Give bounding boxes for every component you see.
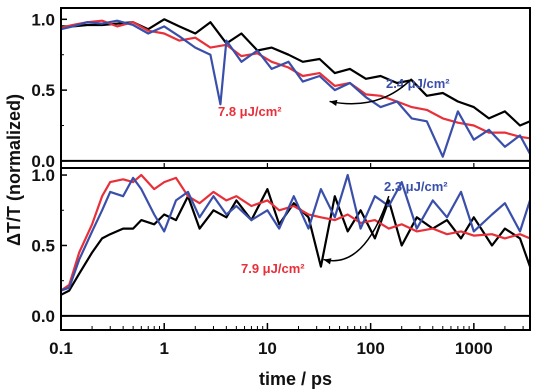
trend-arrow-head <box>323 258 332 265</box>
series-line-blue <box>61 19 530 158</box>
y-tick-label: 0.0 <box>31 152 55 171</box>
y-tick-label: 0.5 <box>31 236 55 255</box>
y-tick-label: 0.5 <box>31 81 55 100</box>
x-tick-label: 10 <box>258 339 277 358</box>
trend-arrow <box>329 78 413 105</box>
x-tick-label: 1 <box>159 339 168 358</box>
panel-frame <box>60 167 531 331</box>
panel-frame <box>60 7 531 169</box>
panel-1-plot <box>61 18 530 162</box>
series-line-black <box>61 188 530 296</box>
x-axis-title: time / ps <box>259 369 332 389</box>
series-line-red <box>61 19 530 140</box>
series-line-blue <box>61 173 530 292</box>
x-tick-label: 100 <box>356 339 384 358</box>
y-tick-label: 1.0 <box>31 10 55 29</box>
series-annotation: 7.9 μJ/cm² <box>241 261 305 276</box>
x-tick-label: 0.1 <box>49 339 73 358</box>
y-tick-label: 1.0 <box>31 166 55 185</box>
series-annotation: 7.8 μJ/cm² <box>218 104 282 119</box>
trend-arrow <box>323 195 390 262</box>
panel-2-plot <box>61 173 530 317</box>
y-axis-title: ΔT/T (normalized) <box>4 94 24 246</box>
y-tick-label: 0.0 <box>31 307 55 326</box>
trend-arrow-head <box>329 99 338 106</box>
x-tick-label: 1000 <box>455 339 493 358</box>
series-annotation: 2.4 μJ/cm² <box>386 76 450 91</box>
series-line-red <box>61 173 530 292</box>
series-annotation: 2.3 μJ/cm² <box>384 179 448 194</box>
